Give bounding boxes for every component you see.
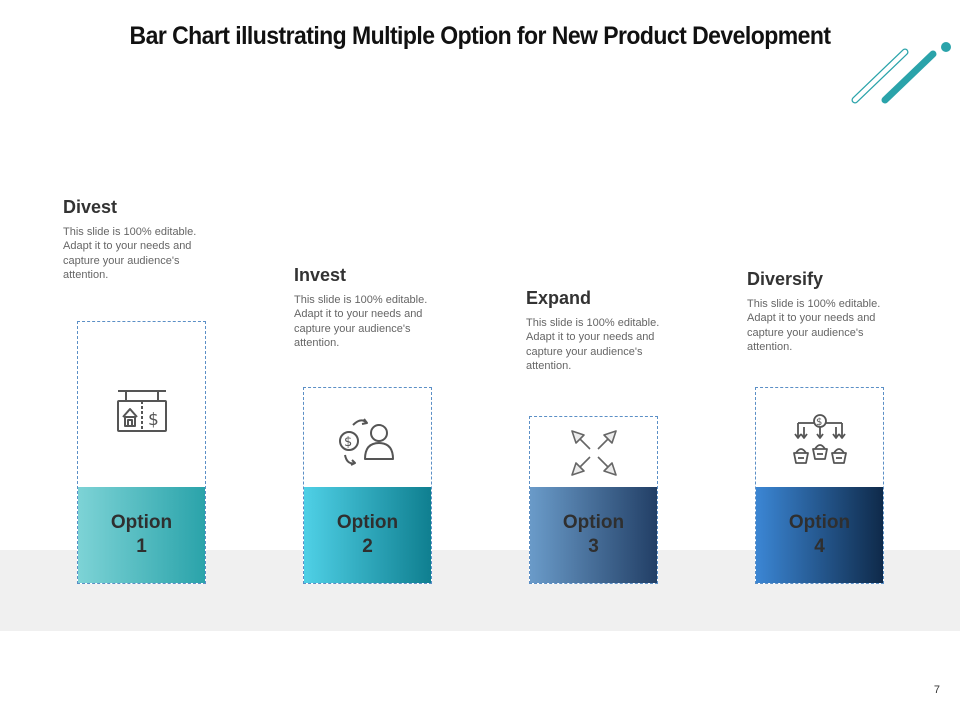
option-4-label: Option — [788, 512, 851, 533]
option-4-text: Diversify This slide is 100% editable. A… — [747, 269, 897, 354]
option-2-description: This slide is 100% editable. Adapt it to… — [294, 294, 428, 349]
option-4-card: $ Option 4 — [755, 387, 884, 584]
option-2-number: 2 — [362, 536, 373, 557]
investor-dollar-icon: $ — [304, 410, 431, 472]
option-3-card: Option 3 — [529, 416, 658, 584]
option-2-text: Invest This slide is 100% editable. Adap… — [294, 265, 444, 350]
option-4-heading: Diversify — [747, 269, 824, 289]
option-2-bar: Option 2 — [304, 487, 431, 583]
svg-text:$: $ — [148, 410, 159, 430]
svg-text:$: $ — [344, 435, 352, 450]
option-4-number: 4 — [814, 536, 825, 557]
option-1-text: Divest This slide is 100% editable. Adap… — [63, 197, 213, 282]
expand-arrows-icon — [530, 423, 657, 483]
option-2-heading: Invest — [294, 265, 347, 285]
option-2-label: Option — [336, 512, 399, 533]
option-4-bar: Option 4 — [756, 487, 883, 583]
svg-text:$: $ — [816, 417, 822, 428]
option-2-card: $ Option 2 — [303, 387, 432, 584]
option-1-bar: Option 1 — [78, 487, 205, 583]
diversify-baskets-icon: $ — [756, 410, 883, 472]
page-title: Bar Chart illustrating Multiple Option f… — [129, 22, 831, 50]
decorative-slashes-icon — [851, 42, 951, 104]
option-3-heading: Expand — [526, 288, 592, 308]
option-1-label: Option — [110, 512, 173, 533]
option-3-number: 3 — [588, 536, 599, 557]
option-1-heading: Divest — [63, 197, 118, 217]
option-1-number: 1 — [136, 536, 147, 557]
option-3-text: Expand This slide is 100% editable. Adap… — [526, 288, 676, 373]
option-1-card: $ Option 1 — [77, 321, 206, 584]
option-3-description: This slide is 100% editable. Adapt it to… — [526, 317, 660, 372]
option-4-description: This slide is 100% editable. Adapt it to… — [747, 298, 881, 353]
house-for-sale-sign-icon: $ — [78, 382, 205, 442]
option-3-bar: Option 3 — [530, 487, 657, 583]
option-3-label: Option — [562, 512, 625, 533]
page-number: 7 — [933, 684, 940, 696]
option-1-description: This slide is 100% editable. Adapt it to… — [63, 226, 197, 281]
